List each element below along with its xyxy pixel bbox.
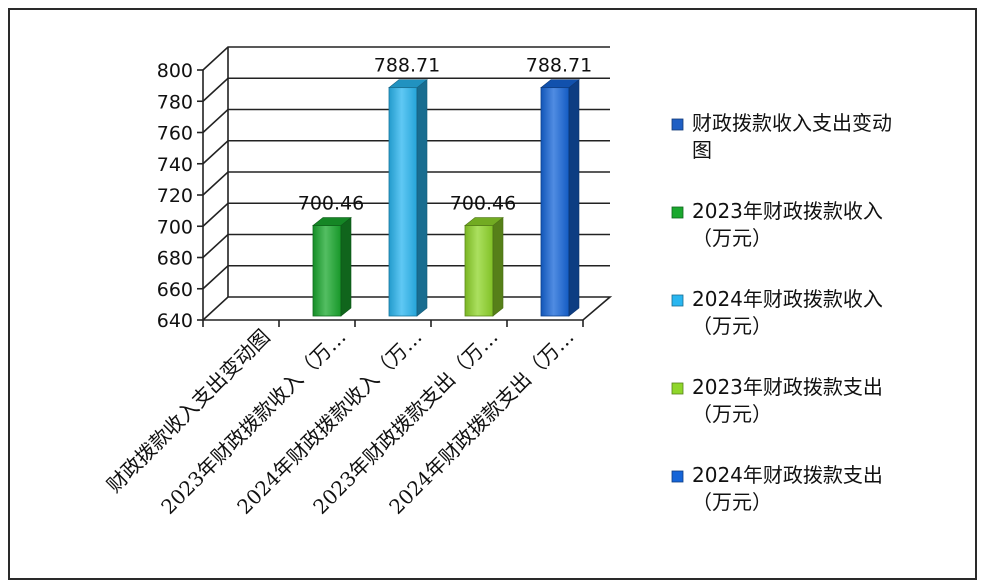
y-tick-label: 720 bbox=[157, 185, 193, 207]
legend-label: （万元） bbox=[692, 490, 772, 514]
legend-swatch bbox=[671, 470, 684, 483]
bar bbox=[540, 87, 570, 317]
data-label: 700.46 bbox=[450, 193, 516, 215]
bar-side bbox=[492, 216, 504, 317]
legend-label: 2023年财政拨款支出 bbox=[692, 375, 883, 399]
bar-side bbox=[568, 79, 580, 317]
data-label: 700.46 bbox=[298, 193, 364, 215]
y-tick-label: 640 bbox=[157, 310, 193, 332]
bar bbox=[312, 225, 342, 317]
y-tick-label: 780 bbox=[157, 91, 193, 113]
legend-label: 2024年财政拨款收入 bbox=[692, 287, 883, 311]
legend-label: 2024年财政拨款支出 bbox=[692, 463, 883, 487]
legend-label: （万元） bbox=[692, 402, 772, 426]
legend-swatch bbox=[671, 294, 684, 307]
bar-side bbox=[340, 216, 352, 317]
bar bbox=[388, 87, 418, 317]
legend-swatch bbox=[671, 118, 684, 131]
legend-label: 图 bbox=[692, 138, 712, 162]
legend-label: 2023年财政拨款收入 bbox=[692, 199, 883, 223]
bar bbox=[464, 225, 494, 317]
y-tick-label: 680 bbox=[157, 248, 193, 270]
bar-top bbox=[312, 217, 352, 226]
floor-gridline bbox=[202, 296, 613, 321]
bar-top bbox=[388, 79, 428, 88]
data-label: 788.71 bbox=[374, 55, 440, 77]
legend-label: （万元） bbox=[692, 226, 772, 250]
y-tick-label: 760 bbox=[157, 123, 193, 145]
y-tick-label: 700 bbox=[157, 216, 193, 238]
y-tick-label: 800 bbox=[157, 60, 193, 82]
y-tick-label: 660 bbox=[157, 279, 193, 301]
data-label: 788.71 bbox=[526, 55, 592, 77]
bar-side bbox=[416, 79, 428, 317]
bar-top bbox=[540, 79, 580, 88]
legend-label: （万元） bbox=[692, 314, 772, 338]
legend-label: 财政拨款收入支出变动 bbox=[692, 111, 892, 135]
legend-swatch bbox=[671, 382, 684, 395]
bar-top bbox=[464, 217, 504, 226]
legend-swatch bbox=[671, 206, 684, 219]
y-tick-label: 740 bbox=[157, 154, 193, 176]
